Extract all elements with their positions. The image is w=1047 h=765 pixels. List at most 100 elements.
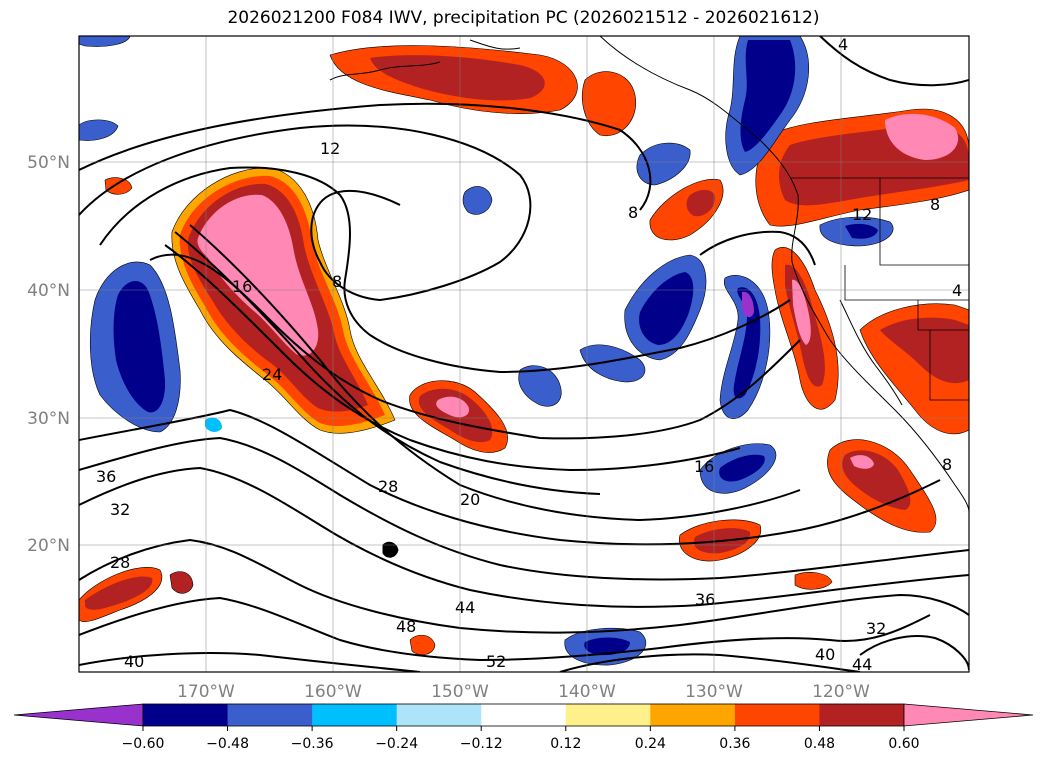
contour-label: 8 (930, 195, 940, 214)
contour-label: 52 (486, 652, 506, 671)
pc-negative-region (518, 365, 562, 407)
colorbar-tick-label: −0.36 (291, 736, 334, 752)
pc-negative-region (579, 344, 646, 383)
alaska-coastline (329, 39, 521, 81)
pc-positive-region (436, 396, 470, 418)
colorbar-tick-label: 0.60 (888, 736, 919, 752)
pc-negative-region (742, 291, 754, 318)
iwv-contour-line (79, 408, 941, 546)
pc-positive-region (792, 279, 811, 345)
contour-label: 44 (852, 655, 872, 674)
pc-negative-region (462, 186, 493, 215)
pc-negative-region (740, 40, 796, 152)
lon-label: 150°W (431, 682, 489, 702)
colorbar-tick-label: −0.12 (460, 736, 503, 752)
pc-negative-region (79, 119, 119, 141)
pc-positive-region (169, 571, 194, 594)
contour-label-group: 12 8 8 4 8 12 16 24 28 20 16 36 32 28 44… (96, 35, 962, 674)
longitude-labels: 170°W 160°W 150°W 140°W 130°W 120°W (177, 682, 870, 702)
iwv-contour-line (79, 102, 652, 211)
iwv-contour-line (79, 436, 969, 581)
contour-label: 16 (232, 277, 252, 296)
contour-label: 12 (320, 139, 340, 158)
contour-label: 44 (455, 598, 475, 617)
pc-positive-region (409, 634, 436, 656)
latitude-labels: 50°N 40°N 30°N 20°N (27, 153, 70, 556)
contour-label: 36 (695, 590, 715, 609)
colorbar-segment (396, 704, 482, 726)
contour-label: 12 (852, 205, 872, 224)
colorbar-segment (819, 704, 905, 726)
gridlines (79, 36, 969, 672)
pc-positive-region (85, 576, 153, 610)
contour-label: 16 (694, 457, 714, 476)
contour-label: 36 (96, 467, 116, 486)
contour-label: 28 (378, 477, 398, 496)
contour-label: 20 (460, 490, 480, 509)
contour-label: 4 (838, 35, 848, 54)
iwv-contour-line (79, 466, 969, 608)
contour-label: 32 (110, 500, 130, 519)
colorbar-tick-label: 0.12 (550, 736, 581, 752)
coastline-layer (329, 36, 969, 558)
contour-label: 28 (110, 553, 130, 572)
pc-positive-region (582, 71, 637, 137)
pc-negative-region (845, 223, 878, 239)
lon-label: 170°W (177, 682, 235, 702)
iwv-contour-line (559, 653, 861, 672)
pc-negative-region (733, 287, 761, 399)
contour-label: 24 (262, 365, 282, 384)
pc-positive-region (885, 113, 959, 160)
iwv-contour-line (79, 596, 931, 662)
iwv-contour-line (79, 124, 532, 302)
pc-positive-region (686, 189, 716, 217)
colorbar-tick-label: 0.36 (719, 736, 750, 752)
colorbar-tick-group: −0.60 −0.48 −0.36 −0.24 −0.12 0.12 0.24 0.36 0.4… (122, 726, 920, 752)
contour-label: 8 (628, 203, 638, 222)
pc-negative-region (113, 280, 166, 413)
iwv-contour-line (79, 538, 969, 634)
iwv-contour-line (79, 652, 421, 672)
colorbar-tick-label: −0.48 (206, 736, 249, 752)
contour-label: 8 (942, 455, 952, 474)
colorbar-segment (312, 704, 398, 726)
map-title: 2026021200 F084 IWV, precipitation PC (2… (227, 8, 820, 28)
colorbar-tick-label: 0.24 (635, 736, 666, 752)
pc-fill-layer (79, 36, 969, 666)
iwv-contour-line (819, 36, 969, 87)
colorbar-under-arrow (13, 703, 144, 727)
colorbar-segment (227, 704, 313, 726)
north-america-coastline (599, 36, 969, 513)
pc-negative-region (584, 637, 630, 656)
contour-label: 40 (124, 652, 144, 671)
pc-positive-region (104, 177, 133, 195)
pc-positive-region (370, 55, 545, 101)
colorbar-segment (143, 704, 229, 726)
contour-label: 40 (815, 645, 835, 664)
colorbar-segment (565, 704, 651, 726)
pc-positive-region (880, 317, 969, 384)
iwv-contour-line (174, 231, 601, 495)
colorbar-over-arrow (903, 703, 1034, 727)
colorbar: −0.60 −0.48 −0.36 −0.24 −0.12 0.12 0.24 0.36 0.4… (13, 703, 1034, 752)
contour-label: 32 (866, 619, 886, 638)
iwv-contour-line (699, 230, 816, 266)
lat-label: 20°N (27, 536, 70, 556)
pc-negative-region (719, 454, 765, 482)
map-frame (78, 35, 970, 673)
iwv-contour-line (859, 635, 969, 671)
contour-label: 4 (952, 281, 962, 300)
pc-positive-region (794, 572, 833, 590)
colorbar-segments (142, 703, 905, 727)
colorbar-segment (734, 704, 820, 726)
contour-label: 8 (332, 272, 342, 291)
lon-label: 130°W (685, 682, 743, 702)
pc-positive-region (850, 455, 874, 469)
hawaii-island (382, 541, 399, 558)
colorbar-tick-label: −0.24 (375, 736, 418, 752)
colorbar-segment (650, 704, 736, 726)
contour-label: 48 (396, 617, 416, 636)
pc-negative-region (205, 417, 222, 432)
baja-coastline (839, 299, 903, 406)
